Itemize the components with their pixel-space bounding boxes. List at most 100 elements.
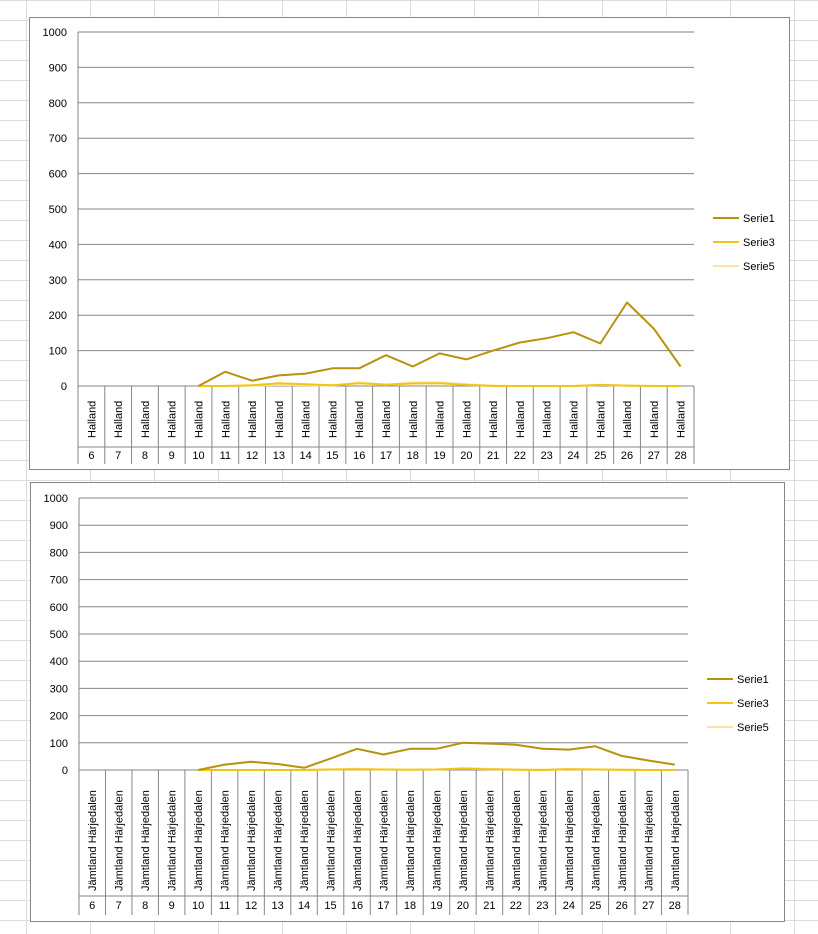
x-region-label: Jämtland Härjedalen bbox=[246, 790, 258, 891]
x-region-label: Jämtland Härjedalen bbox=[220, 790, 232, 891]
x-region-label: Halland bbox=[649, 401, 661, 438]
x-region-label: Halland bbox=[515, 401, 527, 438]
legend-label-serie5: Serie5 bbox=[743, 261, 775, 273]
y-tick-label: 300 bbox=[49, 275, 67, 287]
x-region-label: Jämtland Härjedalen bbox=[193, 790, 205, 891]
x-tick-label: 10 bbox=[192, 450, 204, 462]
x-region-label: Halland bbox=[194, 401, 206, 438]
y-tick-label: 900 bbox=[50, 520, 68, 532]
x-region-label: Halland bbox=[676, 401, 688, 438]
x-region-label: Jämtland Härjedalen bbox=[405, 790, 417, 891]
y-tick-label: 100 bbox=[50, 738, 68, 750]
series-line-serie3 bbox=[198, 382, 681, 387]
x-region-label: Halland bbox=[381, 401, 393, 438]
x-tick-label: 24 bbox=[567, 450, 579, 462]
y-tick-label: 800 bbox=[50, 547, 68, 559]
y-tick-label: 400 bbox=[49, 239, 67, 251]
x-tick-label: 15 bbox=[324, 900, 336, 912]
x-region-label: Jämtland Härjedalen bbox=[431, 790, 443, 891]
x-tick-label: 16 bbox=[353, 450, 365, 462]
x-tick-label: 18 bbox=[404, 900, 416, 912]
x-tick-label: 26 bbox=[616, 900, 628, 912]
x-region-label: Jämtland Härjedalen bbox=[643, 790, 655, 891]
y-tick-label: 900 bbox=[49, 62, 67, 74]
x-region-label: Halland bbox=[113, 401, 125, 438]
x-region-label: Halland bbox=[327, 401, 339, 438]
x-region-label: Halland bbox=[488, 401, 500, 438]
x-tick-label: 17 bbox=[377, 900, 389, 912]
x-tick-label: 14 bbox=[298, 900, 310, 912]
x-tick-label: 26 bbox=[621, 450, 633, 462]
x-region-label: Halland bbox=[435, 401, 447, 438]
x-tick-label: 12 bbox=[246, 450, 258, 462]
x-region-label: Jämtland Härjedalen bbox=[484, 790, 496, 891]
x-tick-label: 23 bbox=[541, 450, 553, 462]
x-region-label: Jämtland Härjedalen bbox=[564, 790, 576, 891]
x-tick-label: 23 bbox=[536, 900, 548, 912]
x-region-label: Halland bbox=[274, 401, 286, 438]
x-region-label: Jämtland Härjedalen bbox=[352, 790, 364, 891]
y-tick-label: 200 bbox=[49, 310, 67, 322]
legend-label-serie3: Serie3 bbox=[743, 237, 775, 249]
x-tick-label: 19 bbox=[433, 450, 445, 462]
series-line-serie1 bbox=[197, 741, 675, 771]
y-tick-label: 800 bbox=[49, 98, 67, 110]
x-tick-label: 10 bbox=[192, 900, 204, 912]
x-tick-label: 12 bbox=[245, 900, 257, 912]
x-tick-label: 28 bbox=[669, 900, 681, 912]
x-region-label: Jämtland Härjedalen bbox=[537, 790, 549, 891]
x-tick-label: 21 bbox=[487, 450, 499, 462]
y-tick-label: 0 bbox=[62, 765, 68, 777]
x-region-label: Jämtland Härjedalen bbox=[273, 790, 285, 891]
x-region-label: Halland bbox=[301, 401, 313, 438]
y-tick-label: 200 bbox=[50, 711, 68, 723]
x-region-label: Halland bbox=[167, 401, 179, 438]
x-region-label: Halland bbox=[542, 401, 554, 438]
y-tick-label: 700 bbox=[49, 133, 67, 145]
x-tick-label: 8 bbox=[142, 450, 148, 462]
x-tick-label: 6 bbox=[88, 450, 94, 462]
x-region-label: Jämtland Härjedalen bbox=[326, 790, 338, 891]
x-region-label: Jämtland Härjedalen bbox=[299, 790, 311, 891]
y-tick-label: 400 bbox=[50, 656, 68, 668]
x-tick-label: 13 bbox=[271, 900, 283, 912]
legend-label-serie1: Serie1 bbox=[737, 674, 769, 686]
x-region-label: Jämtland Härjedalen bbox=[379, 790, 391, 891]
y-tick-label: 700 bbox=[50, 575, 68, 587]
y-tick-label: 0 bbox=[61, 381, 67, 393]
x-tick-label: 27 bbox=[648, 450, 660, 462]
x-tick-label: 25 bbox=[594, 450, 606, 462]
x-region-label: Halland bbox=[408, 401, 420, 438]
x-tick-label: 28 bbox=[674, 450, 686, 462]
legend-label-serie1: Serie1 bbox=[743, 213, 775, 225]
x-tick-label: 20 bbox=[457, 900, 469, 912]
x-region-label: Jämtland Härjedalen bbox=[87, 790, 99, 891]
x-tick-label: 14 bbox=[300, 450, 312, 462]
legend-label-serie3: Serie3 bbox=[737, 698, 769, 710]
x-tick-label: 13 bbox=[273, 450, 285, 462]
y-tick-label: 1000 bbox=[44, 493, 68, 505]
x-region-label: Jämtland Härjedalen bbox=[458, 790, 470, 891]
x-tick-label: 9 bbox=[169, 900, 175, 912]
x-tick-label: 19 bbox=[430, 900, 442, 912]
x-region-label: Halland bbox=[622, 401, 634, 438]
x-region-label: Jämtland Härjedalen bbox=[167, 790, 179, 891]
chart-jamtland-harjedalen-plot: 0 100 200 300 400 500 600 700 800 900 1000 Jämtland… bbox=[44, 493, 769, 915]
x-region-label: Halland bbox=[595, 401, 607, 438]
chart-jamtland-harjedalen: 0 100 200 300 400 500 600 700 800 900 1000 Jämtland… bbox=[30, 482, 785, 922]
x-tick-label: 17 bbox=[380, 450, 392, 462]
x-region-label: Jämtland Härjedalen bbox=[511, 790, 523, 891]
x-tick-label: 15 bbox=[326, 450, 338, 462]
x-region-label: Halland bbox=[220, 401, 232, 438]
x-tick-label: 9 bbox=[169, 450, 175, 462]
x-region-label: Halland bbox=[461, 401, 473, 438]
x-tick-label: 7 bbox=[115, 450, 121, 462]
x-region-label: Halland bbox=[354, 401, 366, 438]
x-region-label: Jämtland Härjedalen bbox=[617, 790, 629, 891]
x-tick-label: 11 bbox=[219, 900, 230, 912]
y-tick-label: 600 bbox=[50, 602, 68, 614]
x-region-label: Halland bbox=[568, 401, 580, 438]
x-region-label: Jämtland Härjedalen bbox=[114, 790, 126, 891]
chart-halland: 0 100 200 300 400 500 600 700 800 900 1000 Halland 6… bbox=[29, 17, 790, 470]
x-tick-label: 18 bbox=[407, 450, 419, 462]
